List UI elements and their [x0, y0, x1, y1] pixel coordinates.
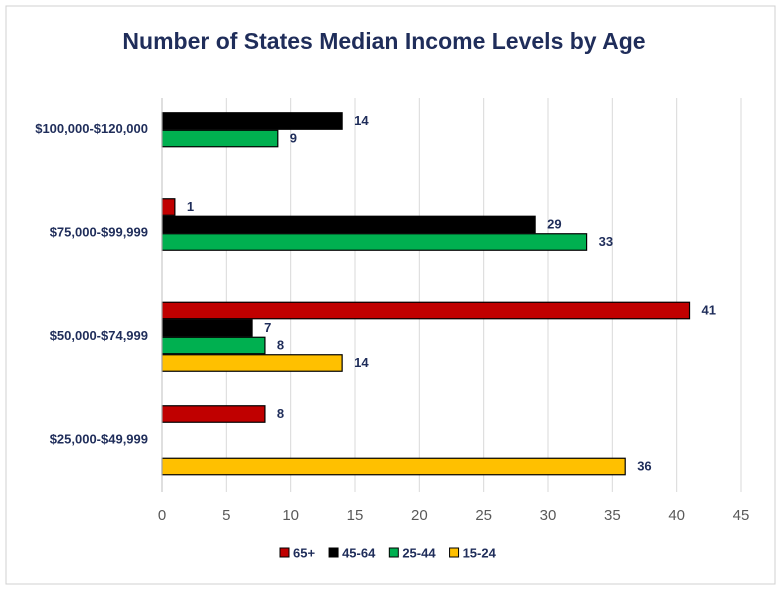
- x-tick-label: 5: [222, 507, 230, 524]
- data-label: 41: [702, 302, 716, 317]
- bar: [161, 405, 266, 423]
- y-tick-label: $100,000-$120,000: [35, 121, 148, 136]
- bar: [161, 112, 343, 130]
- y-tick-label: $50,000-$74,999: [50, 328, 148, 343]
- bar: [161, 457, 626, 476]
- bar: [161, 354, 343, 372]
- bar: [161, 233, 588, 251]
- bar: [161, 319, 253, 337]
- x-tick-label: 25: [475, 507, 492, 524]
- legend-label: 25-44: [402, 545, 436, 560]
- x-tick-label: 20: [411, 507, 428, 524]
- data-label: 8: [277, 337, 284, 352]
- x-tick-label: 15: [347, 507, 364, 524]
- data-label: 1: [187, 199, 194, 214]
- data-label: 29: [547, 216, 561, 231]
- legend-swatch: [388, 547, 399, 558]
- x-tick-label: 30: [540, 507, 557, 524]
- x-tick-label: 0: [158, 507, 166, 524]
- x-tick-label: 10: [282, 507, 299, 524]
- x-tick-label: 40: [668, 507, 685, 524]
- data-label: 9: [290, 130, 297, 145]
- legend-swatch: [328, 547, 339, 558]
- bar: [161, 129, 279, 148]
- chart-title: Number of States Median Income Levels by…: [122, 28, 645, 54]
- x-tick-label: 35: [604, 507, 621, 524]
- bar: [161, 301, 691, 320]
- bar: [161, 215, 536, 234]
- legend-label: 65+: [293, 545, 315, 560]
- y-tick-label: $75,000-$99,999: [50, 225, 148, 240]
- y-tick-label: $25,000-$49,999: [50, 432, 148, 447]
- bar: [161, 198, 176, 216]
- data-label: 14: [354, 113, 369, 128]
- chart-border: [5, 5, 776, 585]
- legend-label: 45-64: [342, 545, 376, 560]
- data-label: 36: [637, 458, 651, 473]
- bar: [161, 336, 266, 355]
- legend-swatch: [449, 547, 460, 558]
- data-label: 7: [264, 320, 271, 335]
- x-tick-label: 45: [733, 507, 750, 524]
- legend-label: 15-24: [463, 545, 497, 560]
- data-label: 8: [277, 406, 284, 421]
- data-label: 14: [354, 355, 369, 370]
- legend-swatch: [279, 547, 290, 558]
- data-label: 33: [599, 234, 613, 249]
